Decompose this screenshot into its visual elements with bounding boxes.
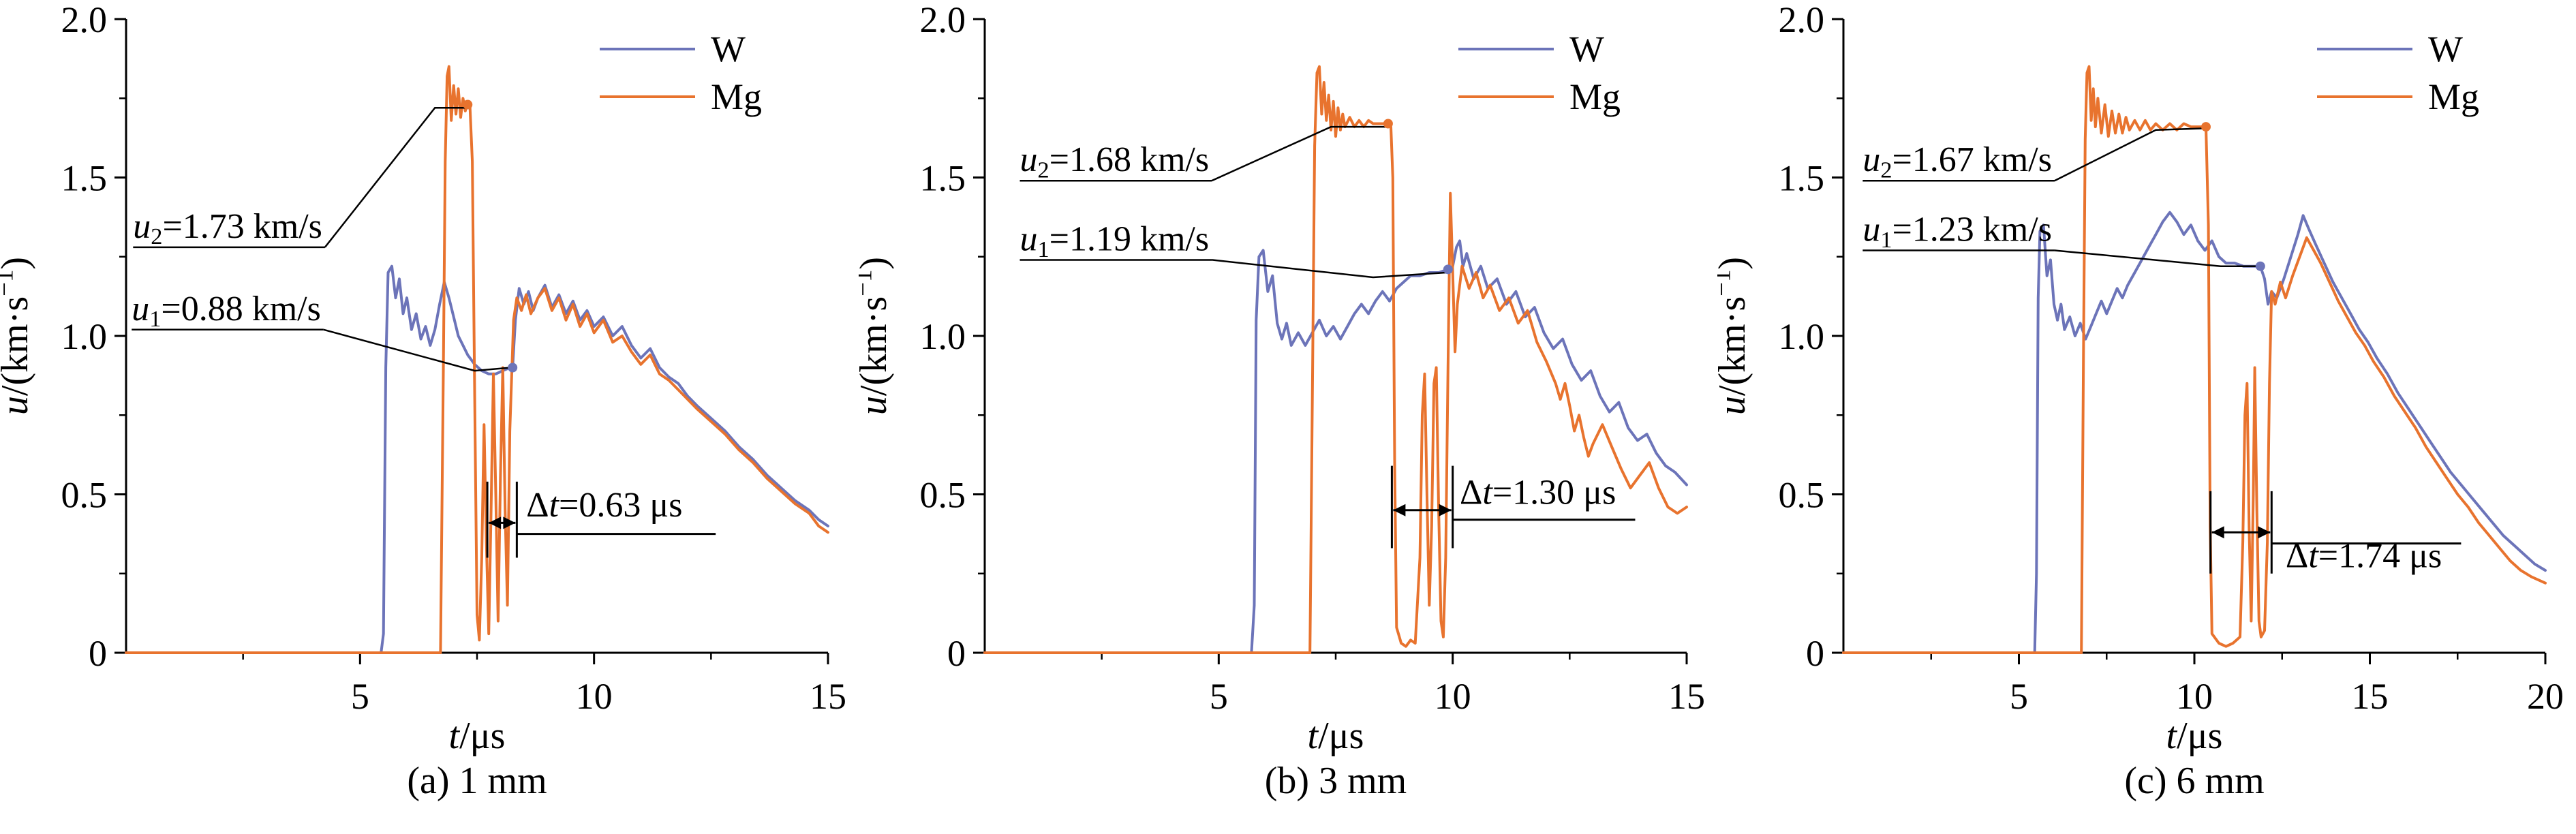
value-annotation-1: u1=1.19 km/s: [1019, 219, 1447, 279]
delta-arrowhead-left: [2211, 526, 2224, 539]
legend: W Mg: [1458, 29, 1621, 117]
annotation-leader-line: [2054, 249, 2259, 267]
y-tick-label: 0: [89, 633, 107, 674]
legend-label-Mg: Mg: [1569, 76, 1621, 117]
annotation-leader-line: [323, 328, 511, 372]
curve-marker-dot: [1383, 119, 1393, 129]
series-Mg-line: [1842, 65, 2547, 654]
curve-marker-dot: [2255, 261, 2265, 271]
y-axis-label: u/(km·s−1): [1717, 257, 1753, 415]
value-annotation-0: u2=1.68 km/s: [1019, 125, 1387, 183]
chart-panel-b: 5 10 15 0 0.5 1.0 1.5 2.0 t/μs u/(km·s−1) W Mg u2=1.…: [859, 0, 1717, 834]
curve-marker-dot: [508, 362, 518, 373]
delta-annotation-0: Δt=1.74 μs: [2209, 491, 2462, 575]
legend-label-W: W: [711, 29, 746, 70]
y-axis-label: u/(km·s−1): [0, 257, 36, 415]
legend-label-Mg: Mg: [711, 76, 762, 117]
x-tick-label: 15: [2352, 676, 2389, 717]
y-axis-label-group: u/(km·s−1): [859, 257, 895, 415]
x-tick-label: 5: [351, 676, 369, 717]
annotation-leader-line: [324, 106, 466, 248]
x-tick-label: 5: [1210, 676, 1228, 717]
y-tick-label: 2.0: [61, 0, 108, 40]
delta-arrowhead-left: [1393, 504, 1406, 516]
curve-marker-dot: [463, 99, 473, 110]
x-tick-label: 10: [576, 676, 613, 717]
x-tick-label: 10: [1435, 676, 1471, 717]
chart-panel-c: 5 10 15 20 0 0.5 1.0 1.5 2.0 t/μs u/(km·s−1) W Mg u2=…: [1717, 0, 2576, 834]
delta-arrowhead-left: [489, 516, 502, 529]
value-annotation-0: u2=1.67 km/s: [1862, 127, 2205, 183]
y-tick-label: 1.0: [61, 316, 108, 357]
y-tick-label: 1.0: [1779, 316, 1825, 357]
x-axis-label: t/μs: [449, 715, 506, 757]
y-tick-label: 0.5: [1779, 475, 1825, 516]
annotation-text: u2=1.73 km/s: [133, 207, 322, 249]
curve-marker-dot: [2201, 122, 2211, 132]
x-axis-label: t/μs: [1308, 715, 1364, 757]
delta-label: Δt=1.30 μs: [1460, 473, 1616, 512]
y-axis-label: u/(km·s−1): [859, 257, 895, 415]
y-tick-label: 0.5: [920, 475, 966, 516]
delta-label: Δt=0.63 μs: [526, 486, 682, 525]
y-tick-label: 1.0: [920, 316, 966, 357]
series-W-line: [1842, 211, 2547, 654]
legend: W Mg: [600, 29, 762, 117]
annotation-text: u1=1.23 km/s: [1862, 211, 2052, 253]
y-tick-label: 2.0: [1779, 0, 1825, 40]
y-tick-label: 0: [947, 633, 966, 674]
annotation-text: u2=1.68 km/s: [1020, 140, 1210, 183]
chart-c-svg: 5 10 15 20 0 0.5 1.0 1.5 2.0 t/μs u/(km·s−1) W Mg u2=…: [1717, 0, 2564, 757]
y-tick-label: 0.5: [61, 475, 108, 516]
y-axis-label-group: u/(km·s−1): [0, 257, 36, 415]
y-axis-label-group: u/(km·s−1): [1717, 257, 1753, 415]
x-tick-label: 10: [2176, 676, 2213, 717]
x-tick-label: 15: [1668, 676, 1705, 717]
curve-marker-dot: [1443, 264, 1453, 275]
y-tick-label: 2.0: [920, 0, 966, 40]
delta-arrowhead-right: [503, 516, 516, 529]
y-tick-label: 1.5: [61, 158, 108, 199]
legend: W Mg: [2317, 29, 2479, 117]
chart-panel-a: 5 10 15 0 0.5 1.0 1.5 2.0 t/μs u/(km·s−1) W Mg u2=1.…: [0, 0, 859, 834]
legend-label-W: W: [2428, 29, 2463, 70]
delta-arrowhead-right: [1439, 504, 1452, 516]
x-tick-label: 5: [2010, 676, 2028, 717]
delta-label: Δt=1.74 μs: [2286, 536, 2442, 575]
caption-b: (b) 3 mm: [1264, 760, 1407, 802]
y-tick-label: 1.5: [1779, 158, 1825, 199]
delta-arrowhead-right: [2258, 526, 2271, 539]
y-tick-label: 0: [1806, 633, 1824, 674]
caption-a: (a) 1 mm: [407, 760, 547, 802]
annotation-text: u2=1.67 km/s: [1862, 140, 2052, 183]
legend-label-Mg: Mg: [2428, 76, 2479, 117]
caption-c: (c) 6 mm: [2124, 760, 2265, 802]
value-annotation-1: u1=1.23 km/s: [1862, 211, 2259, 267]
series-W-line: [983, 239, 1688, 654]
value-annotation-1: u1=0.88 km/s: [132, 290, 511, 372]
chart-a-svg: 5 10 15 0 0.5 1.0 1.5 2.0 t/μs u/(km·s−1) W Mg u2=1.…: [0, 0, 846, 757]
annotation-text: u1=1.19 km/s: [1020, 219, 1210, 262]
annotation-leader-line: [2054, 127, 2205, 182]
annotation-text: u1=0.88 km/s: [132, 290, 321, 332]
series-Mg-line: [125, 65, 829, 654]
chart-b-svg: 5 10 15 0 0.5 1.0 1.5 2.0 t/μs u/(km·s−1) W Mg u2=1.…: [859, 0, 1705, 757]
annotation-leader-line: [1211, 125, 1387, 182]
legend-label-W: W: [1569, 29, 1604, 70]
annotation-leader-line: [1211, 259, 1447, 279]
delta-annotation-0: Δt=1.30 μs: [1390, 465, 1636, 549]
y-tick-label: 1.5: [920, 158, 966, 199]
x-axis-label: t/μs: [2166, 715, 2223, 757]
delta-annotation-0: Δt=0.63 μs: [486, 481, 716, 558]
value-annotation-0: u2=1.73 km/s: [133, 106, 466, 249]
x-tick-label: 15: [810, 676, 846, 717]
x-tick-label: 20: [2527, 676, 2564, 717]
series-Mg-line: [983, 65, 1688, 654]
